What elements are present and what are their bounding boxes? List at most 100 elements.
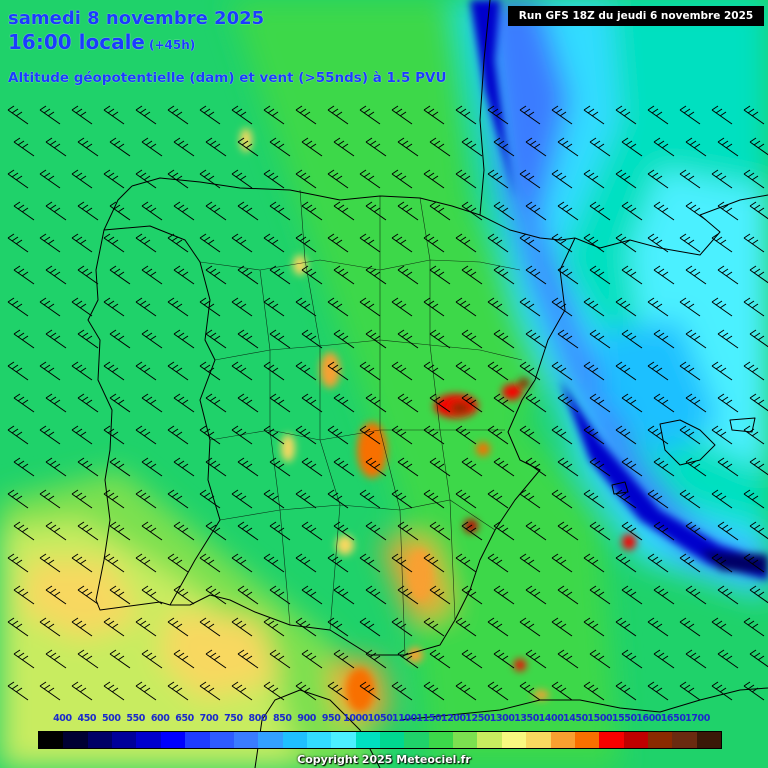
wind-barb [205,649,227,669]
region-boundaries [199,189,523,656]
wind-barb [365,201,387,221]
wind-barb [455,681,477,701]
wind-barb [199,489,221,509]
wind-barb [589,329,611,349]
wind-barb [583,297,605,317]
wind-barb [141,329,163,349]
wind-barb [455,425,477,445]
wind-barb [103,233,125,253]
wind-barb [167,361,189,381]
wind-barb [391,105,413,125]
wind-barb [589,393,611,413]
wind-barb [711,233,733,253]
wind-barb [141,393,163,413]
legend-label: 1250 [465,713,491,724]
wind-barb [167,681,189,701]
wind-barb [109,585,131,605]
wind-barb [71,105,93,125]
legend-label: 1400 [538,713,564,724]
wind-barb [205,137,227,157]
wind-barb [423,489,445,509]
wind-barb [199,233,221,253]
wind-barb [487,425,509,445]
wind-barb [487,553,509,573]
wind-barb [423,105,445,125]
wind-barb [423,361,445,381]
wind-barb [237,649,259,669]
legend-label: 950 [321,713,341,724]
wind-barb [173,521,195,541]
wind-barb [653,137,675,157]
legend-label: 1650 [660,713,686,724]
wind-barb [455,169,477,189]
legend-swatch [112,732,137,748]
wind-barb [589,521,611,541]
legend-label: 1050 [367,713,393,724]
wind-barb [333,201,355,221]
wind-barb [551,361,573,381]
wind-barb [429,201,451,221]
wind-barb [333,457,355,477]
wind-barb [679,297,701,317]
wind-barb [39,105,61,125]
wind-barb [167,425,189,445]
wind-barb [13,265,35,285]
wind-barb [7,617,29,637]
legend-label: 900 [297,713,317,724]
wind-barb [199,105,221,125]
wind-barb [173,137,195,157]
wind-barb [493,585,515,605]
wind-barb [13,649,35,669]
wind-barb [71,233,93,253]
wind-barb [397,521,419,541]
wind-barb [269,201,291,221]
wind-barb [7,297,29,317]
wind-barb [711,297,733,317]
legend-label: 750 [224,713,243,724]
wind-barb [39,169,61,189]
wind-barb [45,329,67,349]
wind-barb [39,425,61,445]
wind-barb [647,553,669,573]
wind-barb [525,137,547,157]
wind-barb [493,201,515,221]
wind-barb [45,585,67,605]
wind-barb [269,137,291,157]
wind-barb [391,233,413,253]
wind-barb [749,201,768,220]
wind-barb [589,457,611,477]
wind-barb [397,137,419,157]
wind-barb [647,169,669,189]
wind-barb [429,585,451,605]
wind-barb [717,265,739,285]
wind-barb [71,169,93,189]
wind-barb [711,361,733,381]
wind-barb [13,201,35,221]
wind-barb [269,265,291,285]
wind-barb [557,457,579,477]
wind-barb [295,361,317,381]
legend-swatch [136,732,161,748]
wind-barb [429,457,451,477]
wind-barb [135,425,157,445]
wind-barb [199,617,221,637]
wind-barb [103,425,125,445]
wind-barb [71,297,93,317]
legend-swatch [209,732,234,748]
wind-barb [685,201,707,221]
wind-barb [359,489,381,509]
wind-barb [685,521,707,541]
legend-swatch [453,732,478,748]
wind-barb [295,297,317,317]
wind-barb [647,361,669,381]
legend-label: 1350 [514,713,539,724]
wind-barb [461,457,483,477]
wind-barb [423,233,445,253]
wind-barb [39,233,61,253]
wind-barb [237,393,259,413]
legend-swatch [550,732,575,748]
wind-barb [173,649,195,669]
wind-barb [429,329,451,349]
wind-barb [173,329,195,349]
